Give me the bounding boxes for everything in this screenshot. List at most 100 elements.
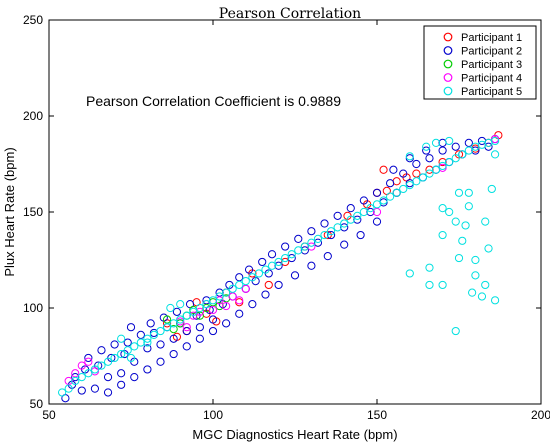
- data-point: [97, 346, 106, 355]
- data-point: [117, 369, 126, 378]
- data-point: [333, 211, 342, 220]
- data-point: [487, 184, 496, 194]
- data-point: [287, 253, 296, 263]
- data-point: [425, 263, 434, 272]
- data-point: [182, 323, 191, 332]
- y-tick-label: 200: [23, 109, 43, 123]
- legend-marker: [443, 73, 453, 82]
- data-point: [445, 157, 454, 167]
- legend-label: Participant 2: [461, 46, 522, 58]
- data-point: [464, 146, 473, 155]
- data-point: [490, 296, 500, 305]
- data-point: [97, 361, 106, 370]
- data-point: [484, 244, 493, 253]
- data-point: [412, 159, 421, 169]
- data-point: [267, 261, 277, 270]
- data-point: [320, 230, 329, 240]
- data-point: [464, 188, 473, 197]
- data-point: [405, 181, 414, 190]
- data-point: [261, 265, 270, 274]
- x-tick-label: 100: [203, 408, 223, 422]
- data-point: [326, 227, 336, 236]
- data-point: [117, 334, 126, 343]
- data-point: [169, 319, 178, 328]
- y-tick-label: 100: [23, 301, 43, 315]
- data-point: [386, 179, 395, 188]
- data-point: [425, 280, 434, 290]
- data-point: [372, 200, 382, 209]
- data-point: [123, 346, 132, 355]
- data-point: [274, 261, 283, 270]
- data-point: [136, 338, 145, 347]
- data-point: [228, 284, 237, 293]
- data-point: [359, 196, 368, 205]
- data-point: [77, 361, 86, 370]
- data-point: [458, 236, 467, 245]
- data-point: [215, 301, 224, 311]
- data-point: [103, 388, 113, 397]
- data-point: [195, 334, 204, 343]
- data-point: [392, 188, 401, 197]
- data-point: [254, 269, 264, 278]
- data-point: [162, 323, 172, 332]
- data-point: [379, 196, 388, 205]
- data-point: [412, 177, 421, 186]
- data-point: [117, 349, 126, 359]
- data-point: [366, 207, 375, 217]
- data-point: [320, 219, 329, 228]
- data-point: [307, 242, 316, 251]
- data-point: [458, 150, 467, 159]
- data-point: [454, 188, 464, 197]
- data-point: [454, 253, 464, 263]
- data-point: [195, 307, 204, 316]
- x-tick-label: 150: [367, 408, 387, 422]
- data-point: [241, 277, 250, 286]
- chart-title: Pearson Correlation: [219, 6, 361, 22]
- data-point: [490, 150, 500, 159]
- data-point: [195, 323, 204, 332]
- data-point: [84, 357, 93, 366]
- data-point: [84, 353, 93, 363]
- data-point: [149, 330, 159, 339]
- data-point: [84, 369, 93, 378]
- legend-label: Participant 1: [461, 32, 522, 44]
- legend-label: Participant 5: [461, 86, 522, 98]
- data-point: [166, 303, 175, 313]
- data-point: [471, 271, 480, 280]
- data-point: [307, 238, 316, 247]
- data-point: [379, 165, 388, 174]
- data-point: [215, 292, 224, 301]
- data-point: [71, 373, 80, 382]
- data-point: [386, 192, 395, 201]
- data-point: [438, 280, 447, 290]
- data-point: [176, 300, 185, 309]
- data-point: [389, 165, 398, 174]
- data-point: [235, 296, 244, 305]
- data-point: [281, 257, 290, 267]
- data-point: [258, 257, 267, 267]
- data-point: [208, 315, 218, 324]
- data-point: [156, 340, 165, 349]
- data-point: [267, 250, 277, 259]
- legend-box: [423, 25, 537, 100]
- data-point: [143, 338, 152, 347]
- data-point: [353, 215, 362, 224]
- legend-label: Participant 4: [461, 73, 522, 85]
- data-point: [372, 188, 382, 197]
- data-point: [294, 246, 303, 255]
- data-point: [143, 344, 152, 353]
- axis-ticks: 50 100 150 200 50 100 150 200 250: [23, 13, 550, 422]
- data-point: [103, 373, 113, 382]
- legend-marker: [443, 59, 453, 69]
- y-tick-label: 50: [30, 397, 44, 411]
- data-point: [366, 204, 375, 213]
- data-point: [130, 373, 139, 382]
- data-point: [110, 340, 119, 349]
- data-point: [189, 307, 198, 316]
- data-point: [356, 230, 365, 240]
- data-point: [340, 219, 349, 228]
- data-point: [130, 342, 139, 351]
- data-point: [103, 357, 113, 366]
- data-point: [143, 334, 152, 343]
